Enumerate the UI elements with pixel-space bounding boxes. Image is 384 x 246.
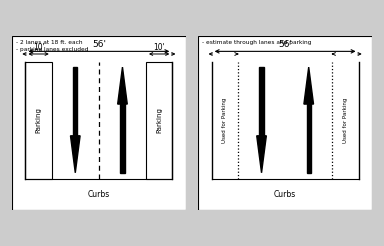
Bar: [25, 62, 52, 179]
Text: Used for Parking: Used for Parking: [343, 98, 348, 143]
Polygon shape: [257, 136, 266, 173]
Bar: [146, 62, 172, 179]
Bar: [259, 67, 264, 136]
Text: Parking: Parking: [36, 108, 41, 133]
Text: Curbs: Curbs: [88, 190, 110, 199]
Text: 56': 56': [92, 40, 106, 49]
Text: 10': 10': [153, 43, 165, 52]
Text: Parking: Parking: [156, 108, 162, 133]
Bar: [73, 67, 78, 136]
Text: Curbs: Curbs: [274, 190, 296, 199]
Text: - estimate through lanes and parking: - estimate through lanes and parking: [202, 40, 311, 45]
Text: Used for Parking: Used for Parking: [222, 98, 227, 143]
Text: - 2 lanes at 18 ft. each: - 2 lanes at 18 ft. each: [16, 40, 83, 45]
Text: 10': 10': [33, 43, 45, 52]
Polygon shape: [118, 67, 127, 104]
Text: 56': 56': [278, 40, 292, 49]
Polygon shape: [71, 136, 80, 173]
Text: - parking lanes excluded: - parking lanes excluded: [16, 47, 88, 52]
Bar: [306, 104, 311, 173]
Bar: [120, 104, 125, 173]
Polygon shape: [304, 67, 313, 104]
